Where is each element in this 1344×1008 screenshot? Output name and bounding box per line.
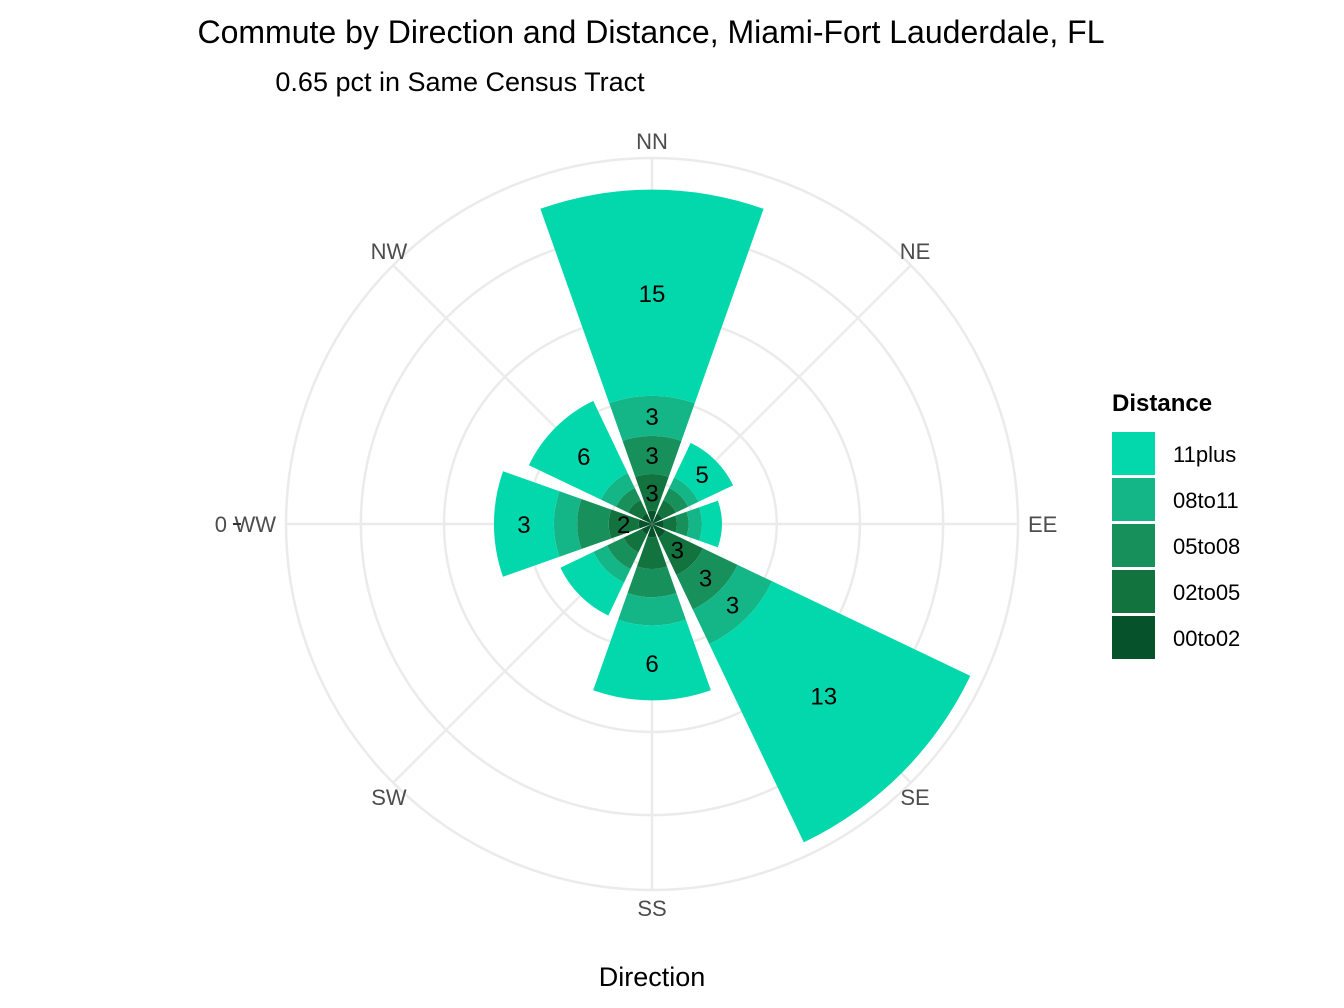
segment-label: 6 [577, 444, 590, 471]
segment-label: 3 [645, 480, 658, 507]
radial-axis: 0250,000500,000750,0001,000,000 [215, 512, 241, 537]
direction-label-SS: SS [637, 896, 666, 921]
bar-segment-NN-05to08 [622, 435, 682, 477]
legend-swatch-02to05 [1112, 570, 1155, 613]
bar-segment-SS-11plus [593, 619, 711, 701]
legend-label-02to05: 02to05 [1173, 580, 1240, 605]
bar-segment-NN-00to02 [647, 510, 657, 524]
segment-label: 15 [639, 281, 666, 308]
legend-label-11plus: 11plus [1173, 442, 1236, 467]
segment-label: 3 [645, 404, 658, 431]
bar-segment-NN-02to05 [635, 474, 669, 512]
segment-label: 13 [810, 684, 837, 711]
segment-label: 3 [699, 566, 712, 593]
bar-segment-WW-00to02 [638, 519, 652, 529]
bar-segment-NE-05to08 [663, 487, 689, 513]
bar-segment-NE-02to05 [657, 499, 677, 519]
bar-segment-SE-00to02 [652, 524, 666, 538]
bar-segment-SE-11plus [709, 581, 971, 843]
bar-segment-SW-02to05 [623, 529, 647, 553]
bar-segment-SS-05to08 [627, 566, 677, 598]
bar-segment-SW-11plus [560, 551, 625, 616]
bar-segment-NW-00to02 [641, 513, 652, 524]
direction-label-NE: NE [900, 239, 931, 264]
bar-segment-NE-11plus [674, 442, 734, 502]
legend-swatch-08to11 [1112, 478, 1155, 521]
bar-segment-WW-02to05 [608, 509, 640, 539]
chart-title: Commute by Direction and Distance, Miami… [197, 14, 1104, 50]
bar-segment-SW-08to11 [593, 545, 631, 583]
direction-labels: NN NE EE SE SS SW WW NW [234, 129, 1057, 921]
legend-swatch-00to02 [1112, 616, 1155, 659]
bar-segments [493, 189, 971, 843]
bar-segment-SS-02to05 [637, 536, 667, 569]
bar-segment-NW-05to08 [615, 487, 641, 513]
segment-label: 3 [517, 512, 530, 539]
bar-segment-SW-00to02 [641, 524, 652, 535]
legend-label-05to08: 05to08 [1173, 534, 1240, 559]
legend: Distance 11plus 08to11 05to08 02to05 00to02 [1112, 390, 1240, 659]
direction-label-SW: SW [371, 785, 407, 810]
bar-segment-NE-08to11 [669, 477, 699, 507]
y-tick-label: 0 [215, 512, 227, 537]
bar-segment-SE-08to11 [692, 564, 773, 645]
bar-segment-WW-11plus [493, 471, 560, 577]
legend-title: Distance [1112, 390, 1212, 417]
bar-segment-NW-11plus [528, 400, 628, 500]
bar-segment-NN-11plus [540, 189, 764, 404]
legend-swatch-11plus [1112, 432, 1155, 475]
direction-label-NW: NW [371, 239, 408, 264]
bar-segment-NW-08to11 [600, 472, 635, 507]
segment-label: 5 [695, 462, 708, 489]
direction-label-SE: SE [900, 785, 929, 810]
segment-label: 2 [617, 512, 630, 539]
bar-segment-SS-08to11 [618, 593, 686, 626]
segment-label: 3 [671, 537, 684, 564]
bar-segment-SW-05to08 [606, 537, 639, 570]
bar-segment-EE-05to08 [675, 511, 689, 537]
segment-label: 3 [726, 593, 739, 620]
bar-segment-WW-08to11 [553, 491, 582, 557]
bar-segment-NE-00to02 [652, 513, 663, 524]
bar-segment-NW-02to05 [627, 499, 647, 519]
direction-label-NN: NN [636, 129, 668, 154]
legend-swatch-05to08 [1112, 524, 1155, 567]
direction-label-WW: WW [234, 512, 276, 537]
bar-segment-SE-02to05 [658, 530, 704, 576]
bar-segment-EE-11plus [699, 500, 722, 548]
segment-label: 6 [645, 651, 658, 678]
bar-segment-SE-05to08 [676, 548, 738, 610]
direction-label-EE: EE [1028, 512, 1057, 537]
legend-label-00to02: 00to02 [1173, 626, 1240, 651]
bar-segment-WW-05to08 [577, 499, 612, 549]
bar-segment-EE-00to02 [652, 520, 664, 528]
bar-segment-SS-00to02 [647, 524, 657, 538]
legend-label-08to11: 08to11 [1173, 488, 1239, 513]
bar-segment-NN-08to11 [609, 395, 695, 441]
segment-label: 3 [645, 443, 658, 470]
bar-segment-EE-02to05 [662, 515, 677, 533]
x-axis-label: Direction [599, 962, 706, 992]
chart-subtitle: 0.65 pct in Same Census Tract [275, 67, 645, 97]
bar-segment-EE-08to11 [686, 507, 702, 541]
